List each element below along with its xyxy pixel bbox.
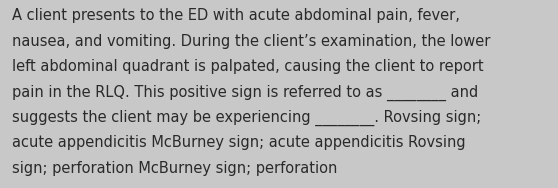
Text: A client presents to the ED with acute abdominal pain, fever,: A client presents to the ED with acute a… (12, 8, 460, 24)
Text: sign; perforation McBurney sign; perforation: sign; perforation McBurney sign; perfora… (12, 161, 338, 176)
Text: acute appendicitis McBurney sign; acute appendicitis Rovsing: acute appendicitis McBurney sign; acute … (12, 135, 466, 150)
Text: suggests the client may be experiencing ________. Rovsing sign;: suggests the client may be experiencing … (12, 110, 482, 126)
Text: left abdominal quadrant is palpated, causing the client to report: left abdominal quadrant is palpated, cau… (12, 59, 484, 74)
Text: pain in the RLQ. This positive sign is referred to as ________ and: pain in the RLQ. This positive sign is r… (12, 85, 479, 101)
Text: nausea, and vomiting. During the client’s examination, the lower: nausea, and vomiting. During the client’… (12, 34, 490, 49)
